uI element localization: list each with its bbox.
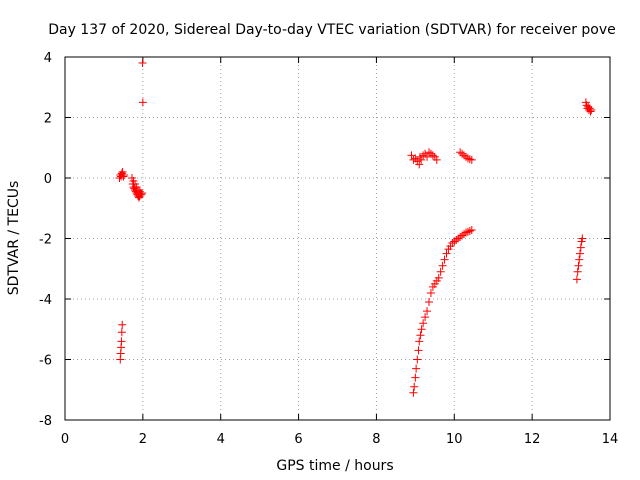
data-point-plus xyxy=(118,320,127,329)
data-point-plus xyxy=(442,249,451,258)
data-point-plus xyxy=(415,337,424,346)
data-point-plus xyxy=(134,186,143,195)
data-point-plus xyxy=(138,59,147,68)
y-axis-title: SDTVAR / TECUs xyxy=(6,181,22,296)
y-tick-label: -2 xyxy=(39,233,52,248)
data-point-plus xyxy=(411,373,420,382)
x-axis-title: GPS time / hours xyxy=(276,458,393,474)
chart-title: Day 137 of 2020, Sidereal Day-to-day VTE… xyxy=(48,22,616,38)
data-point-plus xyxy=(424,298,433,307)
data-point-plus xyxy=(436,267,445,276)
y-tick-label: -4 xyxy=(39,293,52,308)
x-tick-label: 2 xyxy=(139,432,147,447)
series-cluster-13.5h-high xyxy=(581,98,596,116)
data-point-plus xyxy=(409,388,418,397)
grid xyxy=(65,57,610,420)
series-cluster-2h-high xyxy=(138,59,147,107)
data-point-plus xyxy=(410,382,419,391)
data-point-plus xyxy=(417,155,426,164)
y-tick-label: 2 xyxy=(44,112,52,127)
data-point-plus xyxy=(416,331,425,340)
series-cluster-1.8h xyxy=(127,174,147,202)
data-point-plus xyxy=(428,151,437,160)
data-point-plus xyxy=(434,273,443,282)
x-tick-label: 14 xyxy=(602,432,619,447)
data-point-plus xyxy=(138,98,147,107)
x-tick-label: 6 xyxy=(294,432,302,447)
x-tick-label: 8 xyxy=(372,432,380,447)
data-point-plus xyxy=(586,107,595,116)
series-cluster-1.4h-low xyxy=(116,320,127,364)
data-point-plus xyxy=(465,226,474,235)
data-point-plus xyxy=(587,105,596,114)
data-point-plus xyxy=(576,249,585,258)
axis-ticks: 0 2 4 6 8 10 12 14 -8 -6 -4 -2 0 2 4 xyxy=(39,51,618,447)
x-tick-label: 10 xyxy=(446,432,463,447)
data-point-plus xyxy=(135,187,144,196)
series-cluster-13.2h xyxy=(572,234,587,284)
data-point-plus xyxy=(460,229,469,238)
data-point-plus xyxy=(465,155,474,164)
data-point-plus xyxy=(419,151,428,160)
series-cluster-10.3h-upper xyxy=(456,148,476,164)
data-point-plus xyxy=(432,155,441,164)
data-point-plus xyxy=(120,170,129,179)
data-point-plus xyxy=(438,261,447,270)
data-point-plus xyxy=(419,319,428,328)
x-tick-label: 4 xyxy=(217,432,225,447)
data-point-plus xyxy=(578,234,587,243)
data-point-plus xyxy=(421,313,430,322)
data-point-plus xyxy=(440,255,449,264)
data-point-plus xyxy=(467,226,476,235)
data-point-plus xyxy=(119,172,128,181)
data-point-plus xyxy=(417,325,426,334)
data-point-plus xyxy=(572,275,581,284)
series-rising-arc-9h-10.5h xyxy=(409,226,476,397)
data-marks xyxy=(115,59,596,397)
y-tick-label: -8 xyxy=(39,414,52,429)
data-point-plus xyxy=(573,267,582,276)
x-tick-label: 12 xyxy=(524,432,541,447)
data-point-plus xyxy=(575,255,584,264)
y-tick-label: -6 xyxy=(39,354,52,369)
data-point-plus xyxy=(574,261,583,270)
y-tick-label: 0 xyxy=(44,172,52,187)
data-point-plus xyxy=(117,328,126,337)
data-point-plus xyxy=(412,364,421,373)
data-point-plus xyxy=(467,155,476,164)
data-point-plus xyxy=(461,228,470,237)
data-point-plus xyxy=(576,243,585,252)
data-point-plus xyxy=(415,160,424,169)
data-point-plus xyxy=(413,355,422,364)
data-point-plus xyxy=(117,337,126,346)
x-tick-label: 0 xyxy=(61,432,69,447)
data-point-plus xyxy=(423,307,432,316)
y-tick-label: 4 xyxy=(44,51,52,66)
data-point-plus xyxy=(463,227,472,236)
series-cluster-9h-upper xyxy=(407,148,441,169)
series-cluster-1.4h-zero xyxy=(115,167,129,182)
data-point-plus xyxy=(409,155,418,164)
data-point-plus xyxy=(414,346,423,355)
data-point-plus xyxy=(426,288,435,297)
data-point-plus xyxy=(463,154,472,163)
